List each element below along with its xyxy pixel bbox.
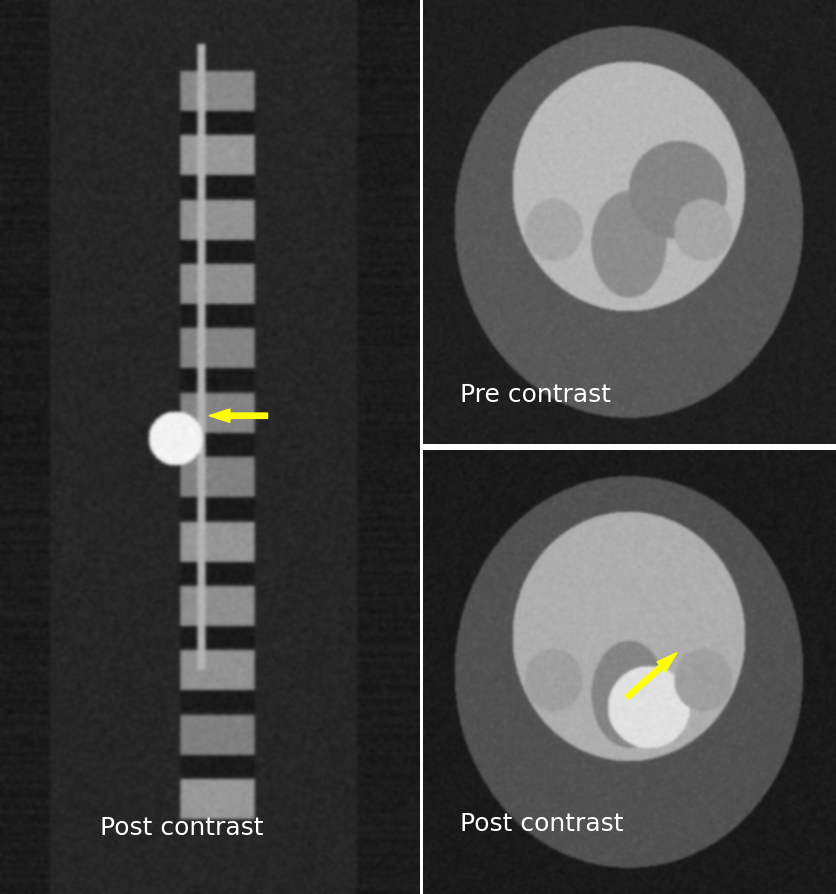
Text: Pre contrast: Pre contrast bbox=[460, 383, 611, 407]
Text: Post contrast: Post contrast bbox=[100, 816, 264, 840]
Text: Post contrast: Post contrast bbox=[460, 812, 624, 836]
